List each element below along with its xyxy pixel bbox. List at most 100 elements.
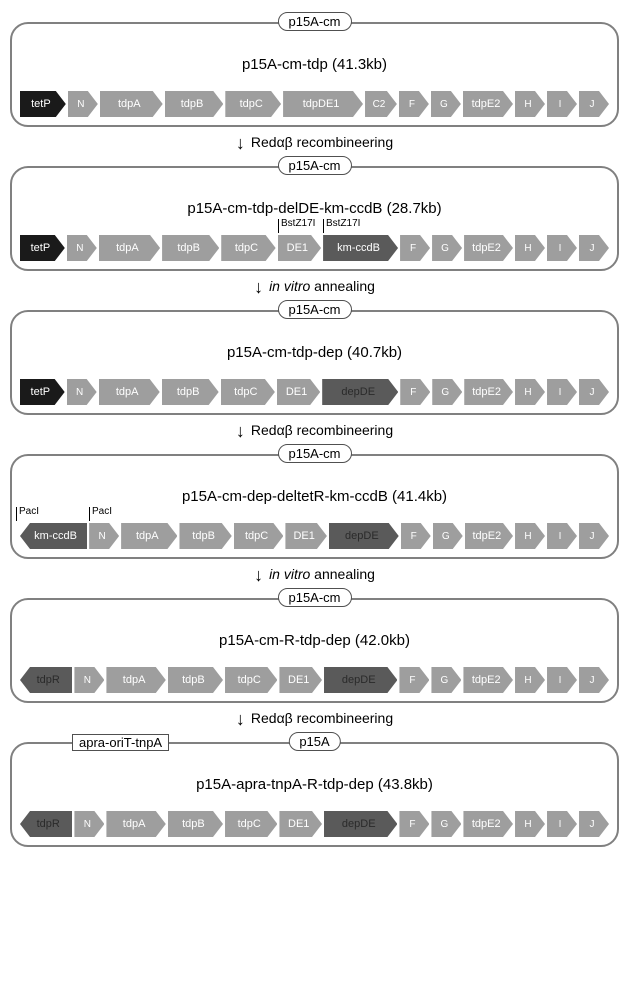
gene-arrow: G: [433, 523, 463, 549]
gene-arrow: tdpE2: [464, 235, 513, 261]
gene-arrow: tdpA: [121, 523, 177, 549]
down-arrow-icon: ↓: [236, 709, 245, 729]
gene-arrow: F: [401, 523, 431, 549]
plasmid-panel: p15A-cmp15A-cm-tdp-dep (40.7kb)tetPNtdpA…: [10, 310, 619, 415]
step-label: Redαβ recombineering: [251, 422, 393, 438]
gene-arrow: G: [431, 91, 461, 117]
down-arrow-icon: ↓: [236, 421, 245, 441]
gene-arrow: N: [74, 667, 104, 693]
down-arrow-icon: ↓: [254, 277, 263, 297]
plasmid-box: p15A-cmp15A-cm-dep-deltetR-km-ccdB (41.4…: [10, 454, 619, 559]
gene-arrow: tdpC: [221, 235, 275, 261]
gene-arrow: tdpC: [221, 379, 275, 405]
gene-arrow: H: [515, 667, 545, 693]
gene-arrow: tetP: [20, 235, 65, 261]
gene-arrow: J: [579, 667, 609, 693]
gene-row: km-ccdBNtdpAtdpBtdpCDE1depDEFGtdpE2HIJPa…: [20, 523, 609, 549]
step-label: Redαβ recombineering: [251, 710, 393, 726]
gene-arrow: H: [515, 379, 545, 405]
gene-arrow: tdpB: [165, 91, 224, 117]
gene-arrow: J: [579, 235, 609, 261]
gene-arrow: depDE: [324, 811, 397, 837]
plasmid-title: p15A-cm-R-tdp-dep (42.0kb): [20, 632, 609, 649]
gene-arrow: I: [547, 379, 577, 405]
gene-arrow: F: [399, 91, 429, 117]
gene-arrow: G: [432, 379, 462, 405]
backbone-label: p15A-cm: [277, 444, 351, 463]
diagram-root: p15A-cmp15A-cm-tdp (41.3kb)tetPNtdpAtdpB…: [10, 22, 619, 847]
side-label: apra-oriT-tnpA: [72, 734, 169, 751]
plasmid-box: p15Aapra-oriT-tnpAp15A-apra-tnpA-R-tdp-d…: [10, 742, 619, 847]
restriction-site: BstZ17I: [323, 219, 360, 233]
gene-arrow: DE1: [279, 811, 322, 837]
gene-arrow: depDE: [324, 667, 397, 693]
plasmid-panel: p15A-cmp15A-cm-tdp-delDE-km-ccdB (28.7kb…: [10, 166, 619, 271]
gene-arrow: I: [547, 811, 577, 837]
gene-arrow: tdpB: [162, 235, 219, 261]
gene-arrow: G: [431, 667, 461, 693]
gene-arrow: tdpE2: [463, 667, 513, 693]
plasmid-title: p15A-cm-dep-deltetR-km-ccdB (41.4kb): [20, 488, 609, 505]
gene-arrow: tdpB: [179, 523, 231, 549]
gene-arrow: J: [579, 379, 609, 405]
gene-arrow: J: [579, 523, 609, 549]
gene-arrow: N: [67, 235, 97, 261]
gene-arrow: tdpB: [168, 811, 223, 837]
gene-arrow: tdpE2: [463, 91, 513, 117]
plasmid-panel: p15Aapra-oriT-tnpAp15A-apra-tnpA-R-tdp-d…: [10, 742, 619, 847]
gene-arrow: tdpA: [106, 667, 165, 693]
gene-arrow: H: [515, 235, 545, 261]
gene-arrow: depDE: [329, 523, 399, 549]
gene-arrow: G: [432, 235, 462, 261]
restriction-site: BstZ17I: [278, 219, 315, 233]
gene-arrow: tdpC: [225, 811, 277, 837]
gene-arrow: DE1: [278, 235, 321, 261]
gene-arrow: I: [547, 91, 577, 117]
gene-arrow: I: [547, 523, 577, 549]
gene-row: tdpRNtdpAtdpBtdpCDE1depDEFGtdpE2HIJ: [20, 667, 609, 693]
gene-arrow: H: [515, 91, 545, 117]
gene-arrow: tdpB: [168, 667, 223, 693]
plasmid-panel: p15A-cmp15A-cm-R-tdp-dep (42.0kb)tdpRNtd…: [10, 598, 619, 703]
gene-arrow: tdpB: [162, 379, 219, 405]
down-arrow-icon: ↓: [254, 565, 263, 585]
restriction-site: PacI: [89, 507, 112, 521]
gene-arrow: tdpA: [106, 811, 165, 837]
step-label: in vitro annealing: [269, 566, 375, 582]
gene-arrow: tdpA: [100, 91, 163, 117]
step-arrow: ↓ in vitro annealing: [10, 565, 619, 586]
backbone-label: p15A-cm: [277, 588, 351, 607]
plasmid-box: p15A-cmp15A-cm-tdp (41.3kb)tetPNtdpAtdpB…: [10, 22, 619, 127]
gene-arrow: N: [74, 811, 104, 837]
plasmid-title: p15A-apra-tnpA-R-tdp-dep (43.8kb): [20, 776, 609, 793]
step-label: Redαβ recombineering: [251, 134, 393, 150]
gene-arrow: tdpE2: [463, 811, 513, 837]
gene-row: tdpRNtdpAtdpBtdpCDE1depDEFGtdpE2HIJ: [20, 811, 609, 837]
plasmid-panel: p15A-cmp15A-cm-dep-deltetR-km-ccdB (41.4…: [10, 454, 619, 559]
gene-arrow: tetP: [20, 91, 66, 117]
plasmid-title: p15A-cm-tdp-delDE-km-ccdB (28.7kb): [20, 200, 609, 217]
gene-arrow: N: [68, 91, 98, 117]
gene-arrow: km-ccdB: [20, 523, 87, 549]
gene-arrow: tdpC: [225, 91, 281, 117]
plasmid-box: p15A-cmp15A-cm-tdp-dep (40.7kb)tetPNtdpA…: [10, 310, 619, 415]
restriction-site: PacI: [16, 507, 39, 521]
gene-arrow: F: [400, 235, 430, 261]
gene-arrow: I: [547, 667, 577, 693]
gene-arrow: tdpE2: [464, 379, 513, 405]
gene-arrow: J: [579, 811, 609, 837]
gene-arrow: I: [547, 235, 577, 261]
gene-row: tetPNtdpAtdpBtdpCDE1depDEFGtdpE2HIJ: [20, 379, 609, 405]
gene-arrow: F: [399, 811, 429, 837]
gene-arrow: tdpA: [99, 379, 160, 405]
plasmid-box: p15A-cmp15A-cm-tdp-delDE-km-ccdB (28.7kb…: [10, 166, 619, 271]
step-arrow: ↓ in vitro annealing: [10, 277, 619, 298]
plasmid-title: p15A-cm-tdp (41.3kb): [20, 56, 609, 73]
backbone-label: p15A-cm: [277, 300, 351, 319]
step-label: in vitro annealing: [269, 278, 375, 294]
gene-arrow: tdpE2: [465, 523, 513, 549]
gene-row: tetPNtdpAtdpBtdpCDE1km-ccdBFGtdpE2HIJBst…: [20, 235, 609, 261]
gene-arrow: H: [515, 811, 545, 837]
gene-arrow: N: [89, 523, 119, 549]
gene-arrow: F: [400, 379, 430, 405]
